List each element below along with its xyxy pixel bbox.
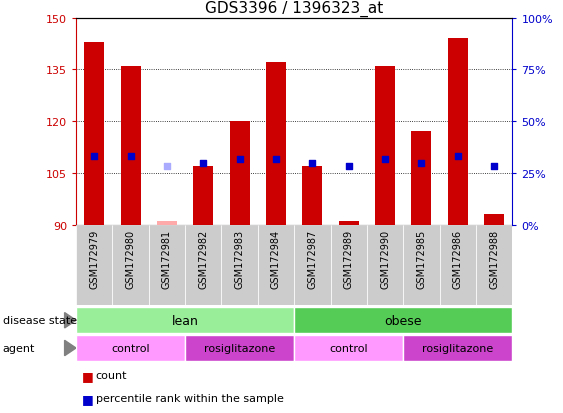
Text: GSM172980: GSM172980 bbox=[126, 229, 136, 288]
Bar bbox=[476, 19, 512, 225]
Bar bbox=[113, 19, 149, 225]
Text: GSM172983: GSM172983 bbox=[235, 229, 245, 288]
Text: rosiglitazone: rosiglitazone bbox=[204, 343, 275, 353]
Bar bbox=[221, 19, 258, 225]
Text: GSM172986: GSM172986 bbox=[453, 229, 463, 288]
FancyBboxPatch shape bbox=[76, 335, 185, 361]
Bar bbox=[120, 67, 141, 225]
FancyBboxPatch shape bbox=[294, 225, 330, 306]
Bar bbox=[412, 132, 431, 225]
Bar bbox=[258, 19, 294, 225]
Text: GSM172990: GSM172990 bbox=[380, 229, 390, 288]
Point bbox=[453, 153, 462, 159]
Bar bbox=[76, 19, 113, 225]
Bar bbox=[375, 67, 395, 225]
FancyBboxPatch shape bbox=[294, 308, 512, 333]
FancyBboxPatch shape bbox=[367, 225, 403, 306]
Bar bbox=[157, 222, 177, 225]
Text: GSM172987: GSM172987 bbox=[307, 229, 318, 288]
Bar bbox=[185, 19, 221, 225]
FancyBboxPatch shape bbox=[185, 225, 221, 306]
Text: GSM172979: GSM172979 bbox=[89, 229, 99, 288]
Bar bbox=[403, 19, 440, 225]
Text: count: count bbox=[96, 370, 127, 380]
Text: percentile rank within the sample: percentile rank within the sample bbox=[96, 393, 284, 403]
Point bbox=[235, 157, 244, 163]
Point bbox=[271, 157, 280, 163]
FancyBboxPatch shape bbox=[113, 225, 149, 306]
Text: GSM172981: GSM172981 bbox=[162, 229, 172, 288]
Bar bbox=[294, 19, 330, 225]
Point bbox=[199, 160, 208, 166]
Bar bbox=[440, 19, 476, 225]
Bar bbox=[484, 215, 504, 225]
FancyBboxPatch shape bbox=[76, 225, 113, 306]
Bar bbox=[149, 19, 185, 225]
Text: ■: ■ bbox=[82, 392, 93, 405]
Text: GSM172988: GSM172988 bbox=[489, 229, 499, 288]
Point bbox=[381, 157, 390, 163]
Text: agent: agent bbox=[3, 343, 35, 353]
FancyBboxPatch shape bbox=[258, 225, 294, 306]
Text: GSM172985: GSM172985 bbox=[417, 229, 426, 288]
Text: obese: obese bbox=[385, 314, 422, 327]
FancyBboxPatch shape bbox=[294, 335, 403, 361]
Point bbox=[490, 163, 499, 170]
Text: GSM172989: GSM172989 bbox=[343, 229, 354, 288]
Bar bbox=[193, 166, 213, 225]
Text: GSM172984: GSM172984 bbox=[271, 229, 281, 288]
Point bbox=[308, 160, 317, 166]
Bar bbox=[266, 63, 286, 225]
Text: rosiglitazone: rosiglitazone bbox=[422, 343, 493, 353]
Bar bbox=[448, 39, 468, 225]
Bar bbox=[330, 19, 367, 225]
Text: ■: ■ bbox=[82, 369, 93, 382]
Title: GDS3396 / 1396323_at: GDS3396 / 1396323_at bbox=[205, 1, 383, 17]
Bar bbox=[302, 166, 323, 225]
FancyBboxPatch shape bbox=[149, 225, 185, 306]
Text: control: control bbox=[111, 343, 150, 353]
Bar bbox=[339, 222, 359, 225]
Point bbox=[344, 163, 353, 170]
Bar bbox=[367, 19, 403, 225]
FancyBboxPatch shape bbox=[440, 225, 476, 306]
Bar bbox=[84, 43, 104, 225]
FancyBboxPatch shape bbox=[185, 335, 294, 361]
FancyBboxPatch shape bbox=[221, 225, 258, 306]
Point bbox=[90, 153, 99, 159]
Bar bbox=[230, 122, 249, 225]
Point bbox=[162, 163, 171, 170]
Text: lean: lean bbox=[172, 314, 199, 327]
FancyBboxPatch shape bbox=[403, 335, 512, 361]
Text: GSM172982: GSM172982 bbox=[198, 229, 208, 288]
Point bbox=[417, 160, 426, 166]
Polygon shape bbox=[65, 340, 76, 356]
Point bbox=[126, 153, 135, 159]
FancyBboxPatch shape bbox=[403, 225, 440, 306]
FancyBboxPatch shape bbox=[76, 308, 294, 333]
FancyBboxPatch shape bbox=[476, 225, 512, 306]
Polygon shape bbox=[65, 313, 76, 328]
Text: control: control bbox=[329, 343, 368, 353]
Text: disease state: disease state bbox=[3, 316, 77, 325]
FancyBboxPatch shape bbox=[330, 225, 367, 306]
